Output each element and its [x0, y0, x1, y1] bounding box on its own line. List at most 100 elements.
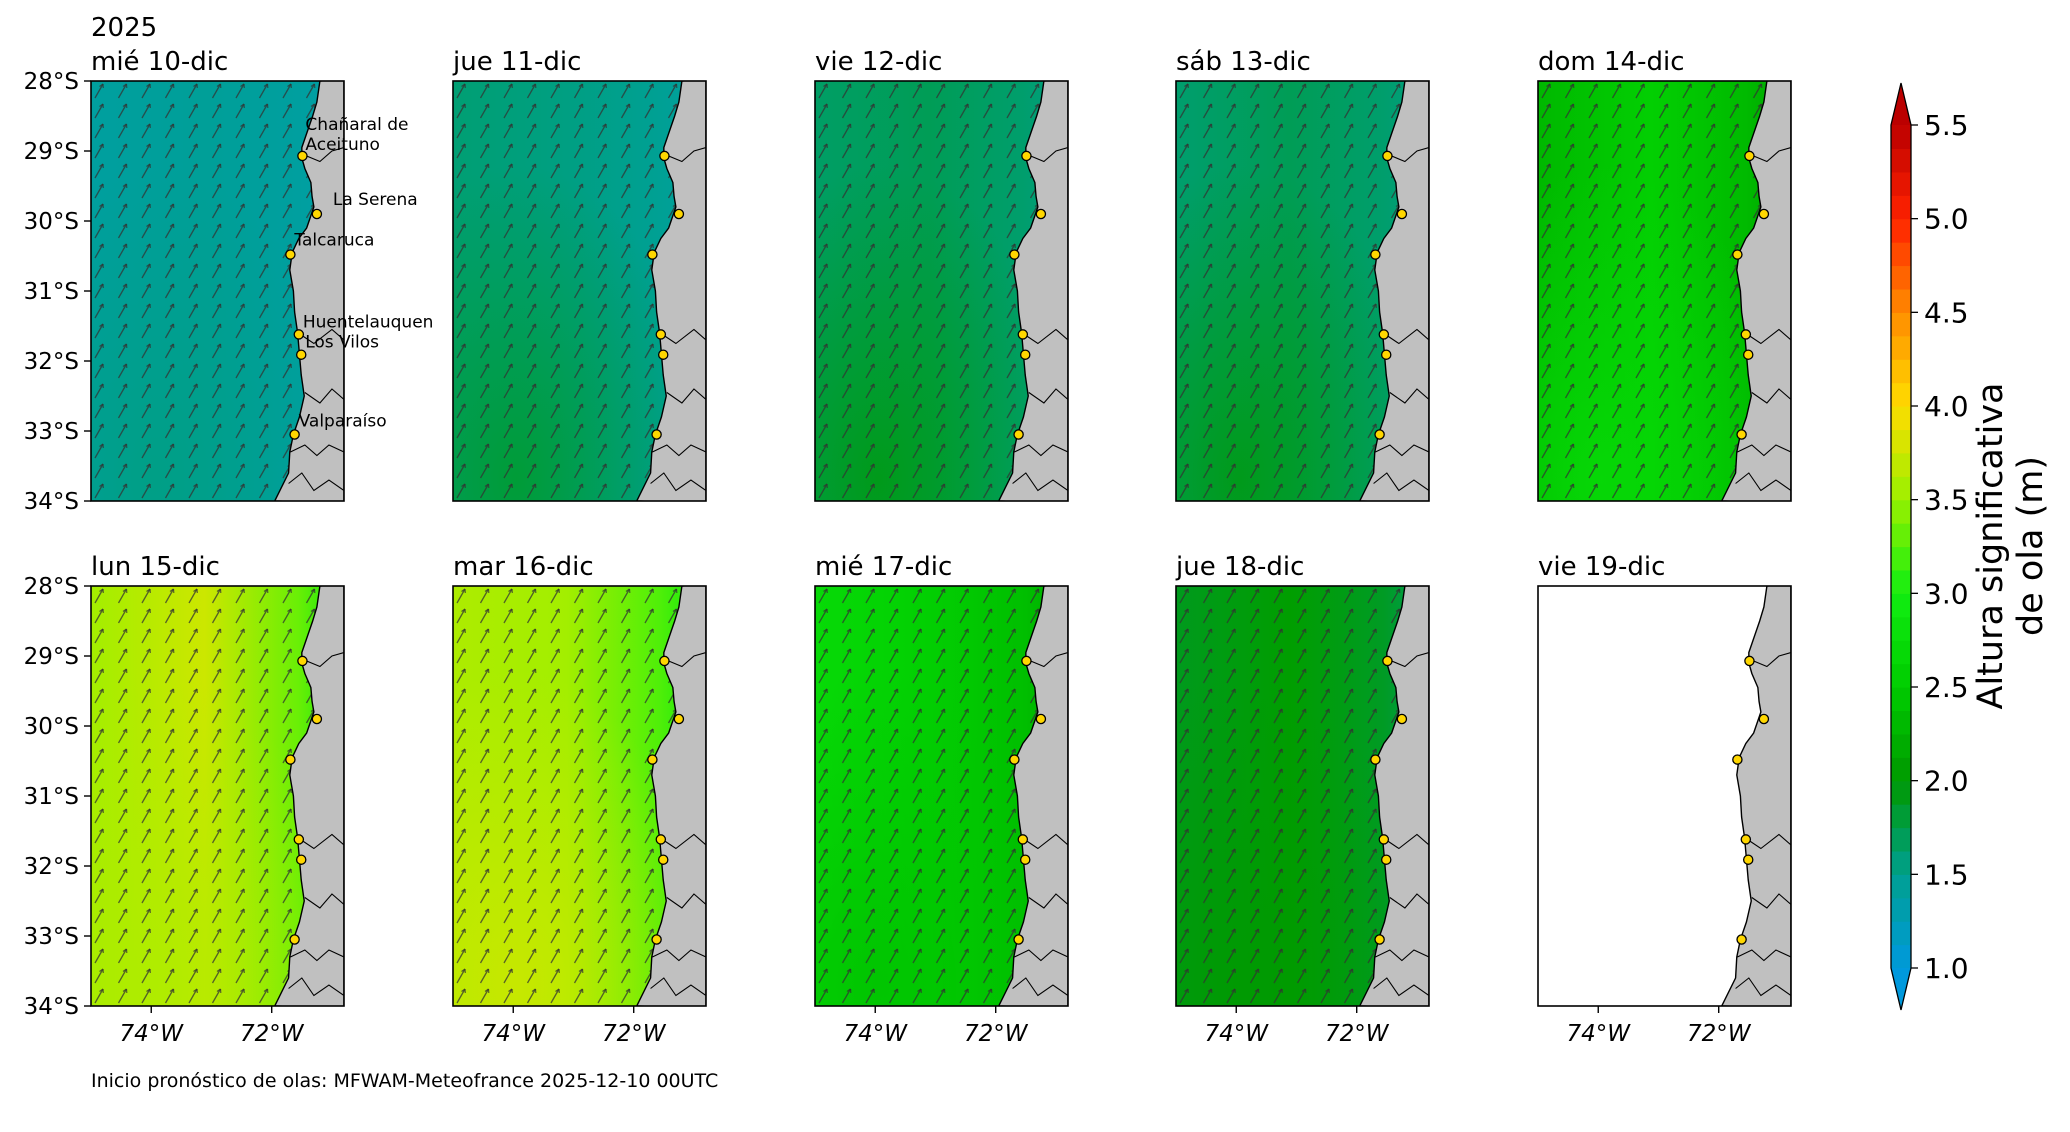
wave-direction-arrow [597, 848, 607, 864]
wave-direction-arrow [141, 303, 151, 319]
region-border [666, 388, 706, 404]
region-border [664, 146, 706, 163]
wave-direction-arrow [1273, 608, 1283, 624]
wave-direction-arrow [1564, 303, 1575, 319]
wave-direction-arrow [935, 708, 946, 724]
wave-direction-arrow [818, 243, 828, 259]
wave-direction-arrow [503, 828, 513, 844]
wave-direction-arrow [456, 203, 466, 219]
wave-direction-arrow [935, 103, 946, 119]
wave-direction-arrow [1202, 748, 1213, 764]
wave-direction-arrow [235, 708, 245, 724]
station-marker [1013, 429, 1024, 440]
wave-direction-arrow [550, 768, 560, 784]
wave-direction-arrow [1564, 183, 1575, 199]
wave-direction-arrow [573, 948, 584, 964]
wave-direction-arrow [141, 608, 151, 624]
wave-direction-arrow [1541, 183, 1551, 199]
wave-direction-arrow [1611, 263, 1622, 279]
map-frame [1175, 80, 1430, 502]
colorbar-tick-label: 4.5 [1924, 296, 1969, 329]
wave-direction-arrow [644, 788, 654, 804]
wave-direction-arrow [1296, 788, 1307, 804]
wave-direction-arrow [258, 463, 269, 479]
wave-direction-arrow [526, 303, 537, 319]
wave-direction-arrow [912, 608, 922, 624]
wave-direction-arrow [644, 928, 654, 944]
wave-direction-arrow [959, 828, 969, 844]
wave-direction-arrow [1320, 768, 1330, 784]
wave-direction-arrow [550, 708, 560, 724]
colorbar-segment [1891, 569, 1911, 594]
station-label: Huentelauquen [303, 312, 434, 332]
wave-direction-arrow [282, 123, 292, 139]
wave-direction-arrow [1541, 283, 1551, 299]
wave-direction-arrow [1588, 363, 1598, 379]
wave-direction-arrow [959, 403, 969, 419]
wave-direction-arrow [1343, 868, 1354, 884]
wave-direction-arrow [456, 608, 466, 624]
wave-direction-arrow [982, 808, 993, 824]
wave-direction-arrow [1682, 443, 1692, 459]
wave-direction-arrow [1179, 403, 1189, 419]
wave-direction-arrow [1296, 383, 1307, 399]
region-border [288, 472, 344, 492]
wave-direction-arrow [644, 888, 654, 904]
wave-direction-arrow [479, 123, 490, 139]
wave-direction-arrow [1343, 808, 1354, 824]
wave-direction-arrow [620, 303, 631, 319]
wave-direction-arrow [1249, 103, 1260, 119]
wave-direction-arrow [117, 123, 128, 139]
wave-direction-arrow [1202, 143, 1213, 159]
wave-direction-arrow [1588, 183, 1598, 199]
wave-direction-arrow [841, 948, 852, 964]
wave-direction-arrow [1320, 423, 1330, 439]
wave-direction-arrow [1179, 483, 1189, 499]
wave-direction-arrow [141, 203, 151, 219]
region-border [1744, 833, 1791, 850]
wave-direction-arrow [526, 688, 537, 704]
wave-direction-arrow [1226, 788, 1236, 804]
wave-direction-arrow [597, 383, 607, 399]
station-marker [1370, 249, 1381, 260]
wave-direction-arrow [258, 123, 269, 139]
wave-direction-arrow [1249, 588, 1260, 604]
station-marker [1740, 329, 1752, 340]
wave-direction-arrow [818, 868, 828, 884]
wave-direction-arrow [164, 223, 175, 239]
wave-direction-arrow [258, 103, 269, 119]
wave-direction-arrow [1320, 868, 1330, 884]
wave-direction-arrow [1588, 223, 1598, 239]
wave-direction-arrow [235, 728, 245, 744]
wave-direction-arrow [1367, 103, 1377, 119]
wave-direction-arrow [94, 483, 104, 499]
wave-direction-arrow [550, 243, 560, 259]
wave-direction-arrow [573, 788, 584, 804]
wave-direction-arrow [888, 828, 899, 844]
wave-direction-arrow [456, 263, 466, 279]
wave-direction-arrow [620, 283, 631, 299]
wave-direction-arrow [935, 648, 946, 664]
wave-direction-arrow [1320, 668, 1330, 684]
wave-direction-arrow [982, 628, 993, 644]
wave-direction-arrow [258, 183, 269, 199]
wave-direction-arrow [912, 223, 922, 239]
wave-direction-arrow [282, 848, 292, 864]
wave-direction-arrow [141, 588, 151, 604]
wave-direction-arrow [479, 708, 490, 724]
wave-direction-arrow [1343, 323, 1354, 339]
wave-direction-arrow [456, 383, 466, 399]
wave-direction-arrow [644, 323, 654, 339]
wave-direction-arrow [818, 123, 828, 139]
wave-direction-arrow [620, 383, 631, 399]
wave-direction-arrow [1658, 163, 1669, 179]
wave-direction-arrow [117, 323, 128, 339]
wave-direction-arrow [865, 988, 875, 1004]
wave-direction-arrow [644, 223, 654, 239]
wave-direction-arrow [1202, 768, 1213, 784]
wave-direction-arrow [1320, 363, 1330, 379]
wave-direction-arrow [550, 748, 560, 764]
wave-direction-arrow [1249, 183, 1260, 199]
wave-direction-arrow [1249, 343, 1260, 359]
wave-direction-arrow [1249, 708, 1260, 724]
